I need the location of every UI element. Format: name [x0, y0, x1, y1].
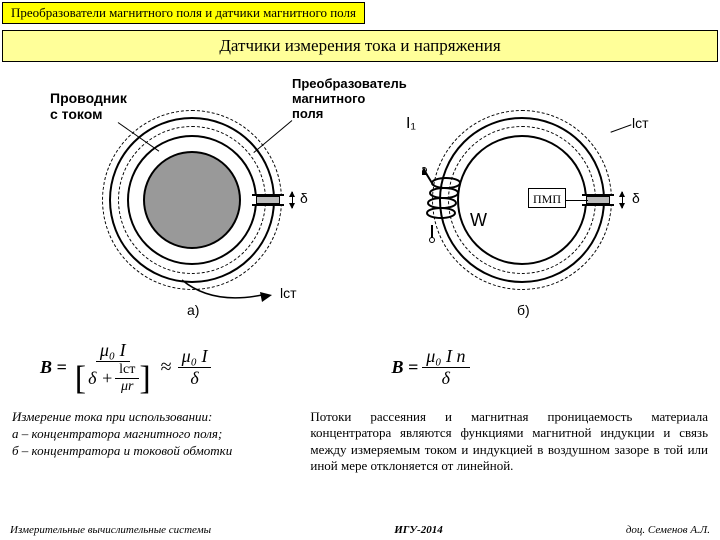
footer-right: доц. Семенов А.Л.: [626, 524, 710, 536]
label-conductor: Проводник с током: [50, 90, 127, 122]
hall-sensor-b: [586, 196, 610, 204]
caption-a: а): [187, 302, 199, 318]
caption-b: б): [517, 302, 530, 318]
title: Датчики измерения тока и напряжения: [2, 30, 718, 62]
figure-caption: Измерение тока при использовании: а – ко…: [12, 409, 290, 474]
label-w: W: [470, 210, 487, 231]
pmp-box: ПМП: [528, 188, 566, 208]
label-converter: Преобразователь магнитного поля: [292, 76, 407, 121]
hall-sensor-a: [256, 196, 280, 204]
text-row: Измерение тока при использовании: а – ко…: [12, 409, 708, 474]
figure-area: Проводник с током Преобразователь магнит…: [2, 70, 718, 330]
label-lst-b: lст: [632, 115, 649, 131]
footer-left: Измерительные вычислительные системы: [10, 524, 211, 536]
formula-a: B = μ₀ I [ δ + lст μr ] ≈ μ₀ I δ: [40, 340, 211, 395]
formulas-row: B = μ₀ I [ δ + lст μr ] ≈ μ₀ I δ B =: [40, 340, 690, 395]
formula-b: B = μ₀ I n δ: [391, 340, 469, 395]
label-delta-a: δ: [300, 190, 308, 206]
footer-center: ИГУ-2014: [394, 524, 443, 536]
header-bar: Преобразователи магнитного поля и датчик…: [2, 2, 365, 24]
footer: Измерительные вычислительные системы ИГУ…: [10, 524, 710, 536]
paragraph: Потоки рассеяния и магнитная проницаемос…: [310, 409, 708, 474]
label-delta-b: δ: [632, 190, 640, 206]
label-lst-a: lст: [280, 285, 297, 301]
label-i1: I₁: [406, 115, 416, 133]
